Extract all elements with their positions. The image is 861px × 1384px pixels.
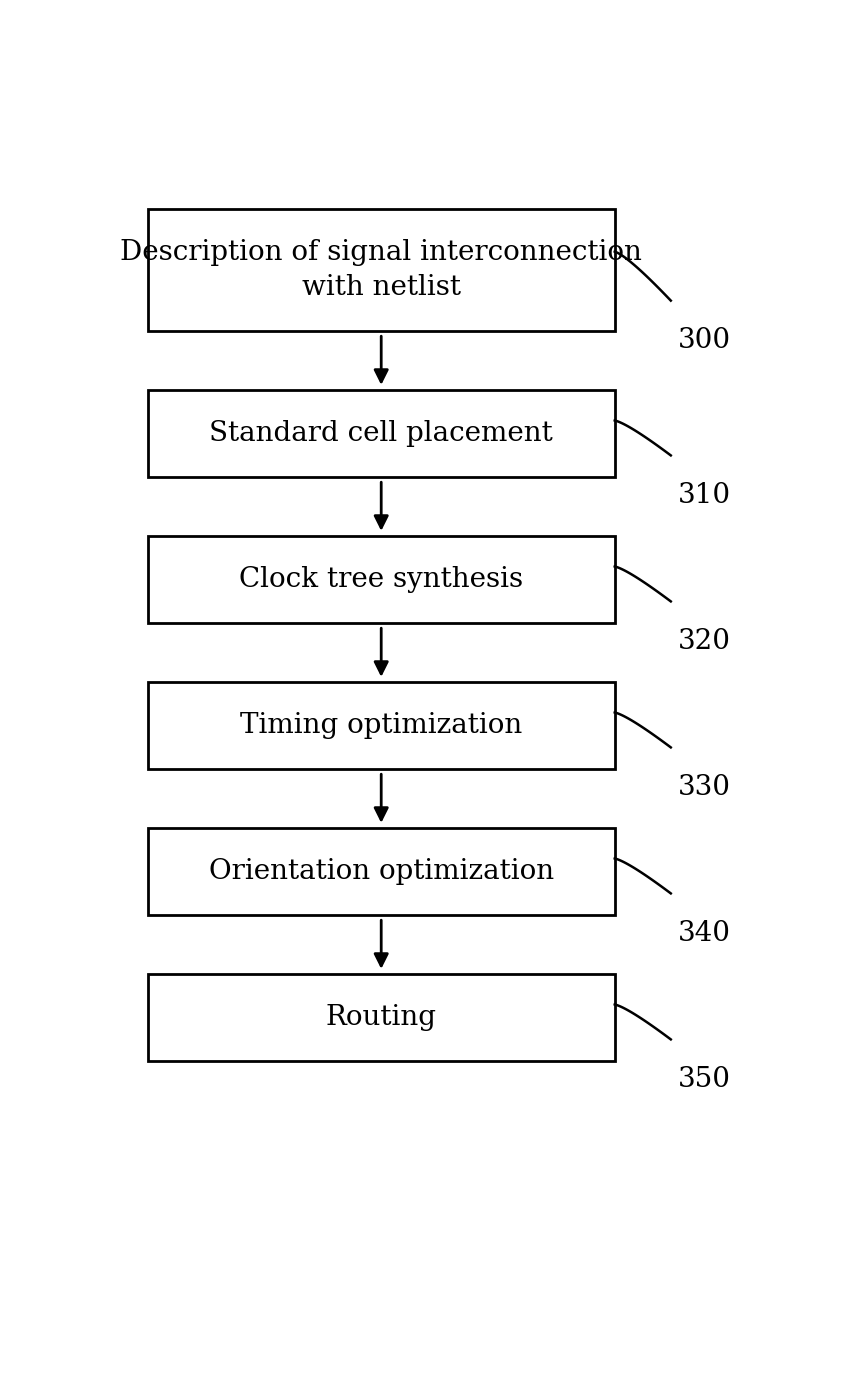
Text: Timing optimization: Timing optimization bbox=[240, 711, 523, 739]
Text: Description of signal interconnection
with netlist: Description of signal interconnection wi… bbox=[121, 239, 642, 302]
Bar bbox=[148, 974, 615, 1062]
Text: 320: 320 bbox=[678, 628, 730, 655]
Text: 330: 330 bbox=[678, 774, 730, 801]
Text: 350: 350 bbox=[678, 1066, 730, 1093]
Bar bbox=[148, 209, 615, 331]
Text: Standard cell placement: Standard cell placement bbox=[209, 421, 553, 447]
Bar bbox=[148, 536, 615, 623]
Text: Orientation optimization: Orientation optimization bbox=[208, 858, 554, 884]
Text: Routing: Routing bbox=[325, 1003, 437, 1031]
Bar bbox=[148, 828, 615, 915]
Text: 310: 310 bbox=[678, 482, 731, 509]
Bar bbox=[148, 390, 615, 477]
Bar bbox=[148, 682, 615, 770]
Text: Clock tree synthesis: Clock tree synthesis bbox=[239, 566, 523, 594]
Text: 340: 340 bbox=[678, 920, 730, 947]
Text: 300: 300 bbox=[678, 327, 731, 354]
